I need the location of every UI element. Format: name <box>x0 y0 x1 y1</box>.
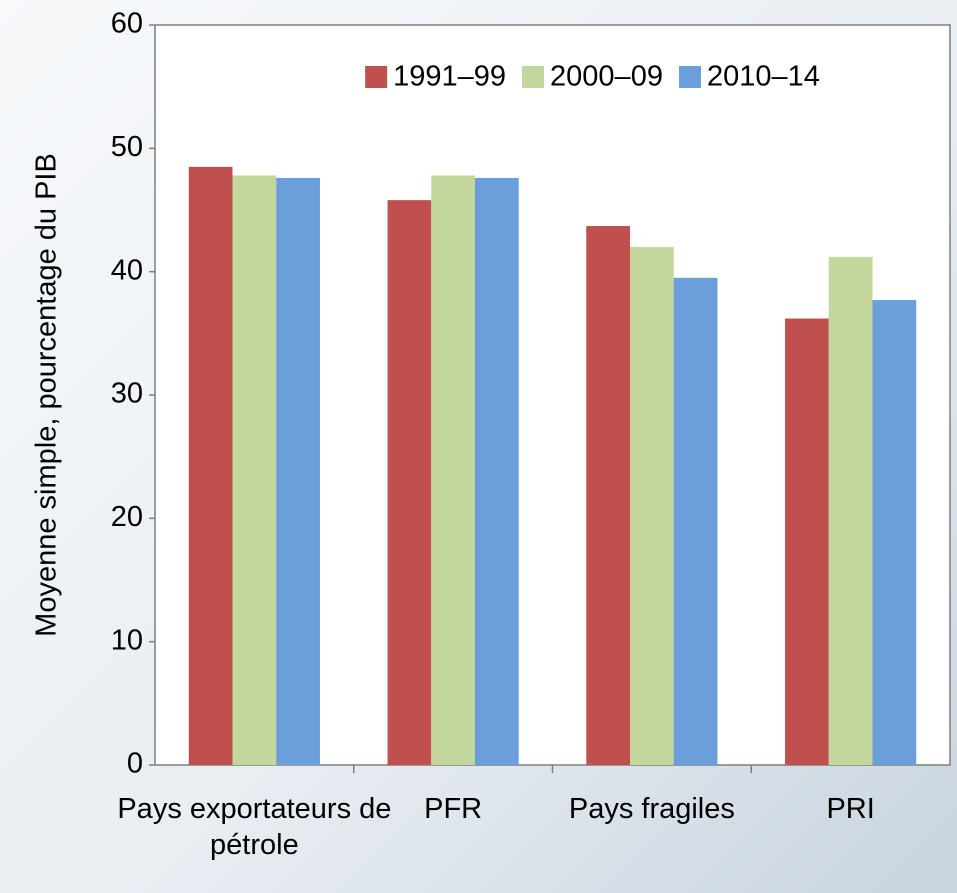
bar <box>785 318 829 765</box>
legend-label: 2000–09 <box>550 61 663 93</box>
bar <box>387 200 432 766</box>
legend-swatch <box>678 66 701 88</box>
bar <box>474 177 519 765</box>
legend-label: 2010–14 <box>707 61 820 93</box>
x-tick-label: PFR <box>424 793 483 825</box>
bar <box>630 247 674 765</box>
bar <box>431 175 475 765</box>
y-tick-label: 0 <box>127 748 143 780</box>
y-tick-label: 40 <box>111 254 143 286</box>
bar <box>188 166 233 766</box>
y-tick-label: 30 <box>111 378 143 410</box>
legend-swatch <box>522 66 545 88</box>
x-tick-label: PRI <box>826 793 875 825</box>
bar <box>276 177 320 765</box>
y-tick-label: 60 <box>111 8 143 40</box>
legend-swatch <box>365 66 388 88</box>
bar <box>586 226 631 766</box>
legend-label: 1991–99 <box>393 61 506 93</box>
bar <box>828 256 873 765</box>
x-tick-label: Pays fragiles <box>568 793 735 825</box>
bar <box>232 175 277 765</box>
bar <box>673 277 718 765</box>
x-tick-label: Pays exportateurs de pétrole <box>117 793 392 861</box>
y-axis-label: Moyenne simple, pourcentage du PIB <box>31 153 63 637</box>
y-tick-label: 20 <box>111 501 143 533</box>
bar <box>872 300 917 765</box>
y-tick-label: 50 <box>111 131 143 163</box>
y-tick-label: 10 <box>111 624 143 656</box>
